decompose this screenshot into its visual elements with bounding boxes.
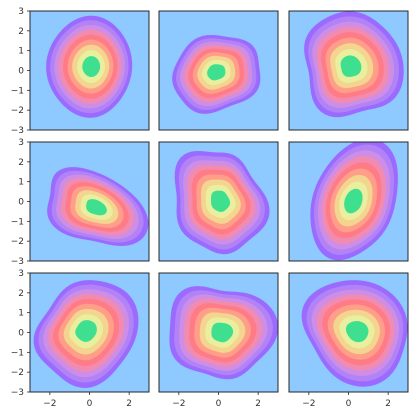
contour-level-9 <box>211 190 231 212</box>
panel-7 <box>29 272 150 393</box>
contour-level-9 <box>207 64 226 81</box>
contour-level-9 <box>86 199 107 216</box>
contour-level-9 <box>344 188 363 214</box>
panel-frame <box>288 141 409 262</box>
contour-group <box>310 142 398 261</box>
contour-group <box>304 11 404 118</box>
y-tick-label: 3 <box>18 138 24 148</box>
contour-level-9 <box>75 320 97 342</box>
y-tick-label: 0 <box>18 329 24 339</box>
y-tick-label: −2 <box>11 237 24 247</box>
x-tick-label: −2 <box>43 399 56 409</box>
y-tick-label: −2 <box>11 106 24 116</box>
contour-group <box>46 15 133 118</box>
panel-1 <box>29 10 150 131</box>
y-tick-label: −3 <box>11 126 24 136</box>
contour-group <box>174 151 270 255</box>
contour-group <box>301 280 408 387</box>
contour-group <box>169 286 278 380</box>
x-tick-label: 0 <box>346 399 352 409</box>
panel-8 <box>158 272 279 393</box>
contour-level-9 <box>340 55 362 77</box>
y-tick-label: 2 <box>18 158 24 168</box>
y-tick-label: 0 <box>18 67 24 77</box>
y-tick-label: −1 <box>11 86 24 96</box>
y-tick-label: −2 <box>11 368 24 378</box>
contour-level-9 <box>345 321 369 343</box>
panel-6 <box>288 141 409 262</box>
panel-3 <box>288 10 409 131</box>
panel-2 <box>158 10 279 131</box>
axes-layer: −3 −2 −1 0 1 2 3 −3 −2 −1 0 1 2 3 −3 −2 −1 0 1 2 3 −2 0 2 −2 0 2 −2… <box>11 7 391 409</box>
x-tick-label: 2 <box>385 399 391 409</box>
contour-level-9 <box>211 322 234 343</box>
y-tick-label: 2 <box>18 27 24 37</box>
contour-group <box>33 280 139 388</box>
panel-5 <box>158 141 279 262</box>
y-tick-label: −3 <box>11 257 24 267</box>
y-tick-label: −1 <box>11 217 24 227</box>
y-tick-label: 1 <box>18 309 24 319</box>
panel-4 <box>29 141 150 262</box>
y-tick-label: 0 <box>18 198 24 208</box>
y-tick-label: 2 <box>18 289 24 299</box>
panel-frame <box>158 10 279 131</box>
x-tick-label: 2 <box>255 399 261 409</box>
x-tick-label: 0 <box>216 399 222 409</box>
panel-frame <box>158 141 279 262</box>
contour-level-9 <box>82 56 101 78</box>
x-tick-label: −2 <box>302 399 315 409</box>
y-tick-label: 3 <box>18 7 24 17</box>
y-tick-label: −1 <box>11 348 24 358</box>
y-tick-label: 3 <box>18 269 24 279</box>
panel-9 <box>288 272 409 393</box>
panel-frame <box>288 10 409 131</box>
x-tick-label: −2 <box>172 399 185 409</box>
x-tick-label: 0 <box>87 399 93 409</box>
contour-group <box>172 34 261 114</box>
contour-group <box>47 167 149 246</box>
y-tick-label: 1 <box>18 47 24 57</box>
panels-layer <box>29 10 409 393</box>
y-tick-label: 1 <box>18 178 24 188</box>
x-tick-label: 2 <box>126 399 132 409</box>
y-tick-label: −3 <box>11 388 24 398</box>
